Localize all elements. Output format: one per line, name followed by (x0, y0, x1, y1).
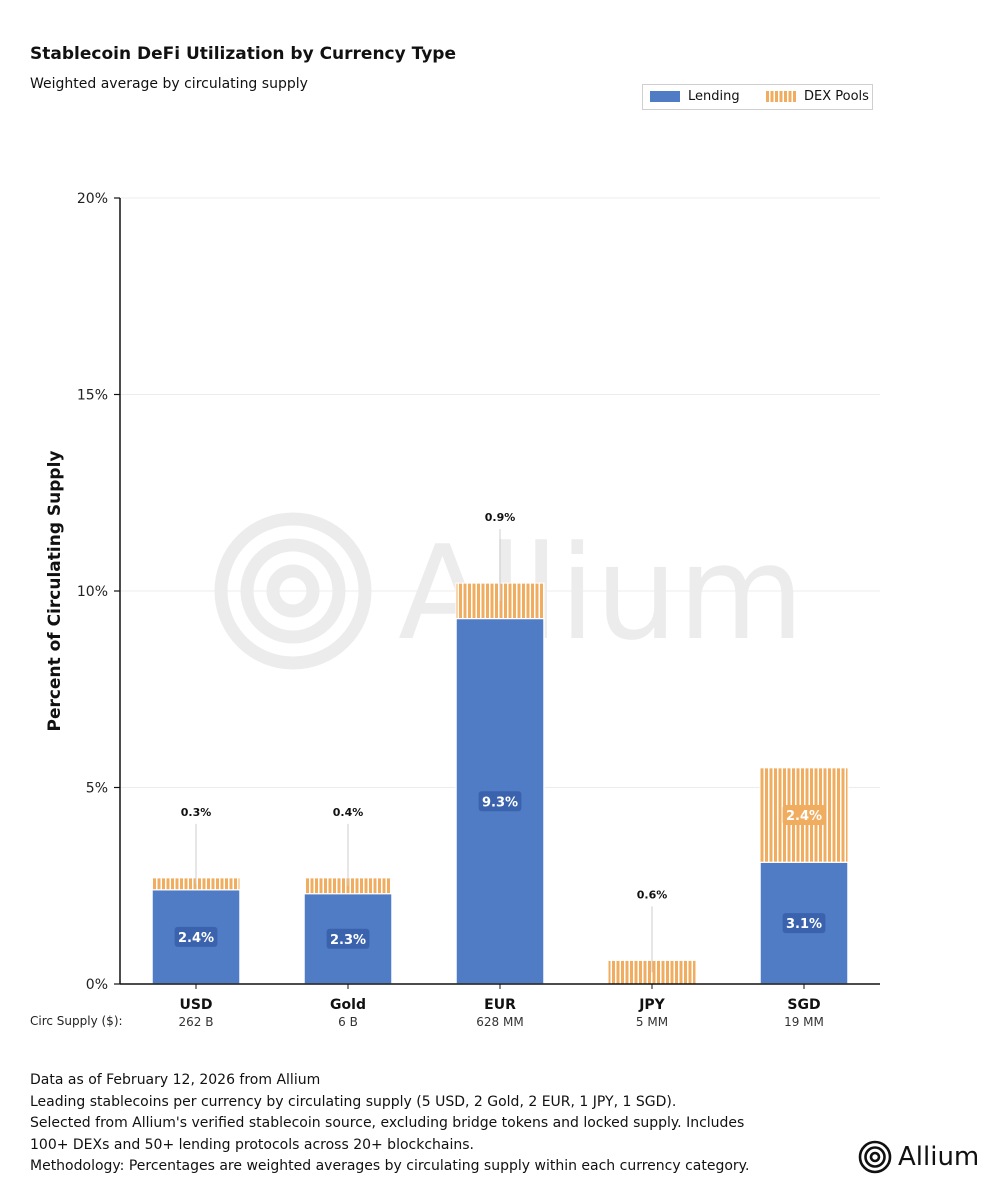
bar-label-dex-jpy: 0.6% (637, 888, 668, 901)
bar-label-lending-gold-bg (326, 928, 370, 949)
bar-label-dex-usd: 0.3% (181, 806, 212, 819)
legend-swatch-lending (650, 91, 680, 102)
y-tick-label: 10% (77, 584, 108, 600)
bar-label-lending-sgd: 3.1% (786, 917, 822, 932)
circ-supply-value: 19 MM (784, 1015, 824, 1029)
circ-supply-label: Circ Supply ($): (30, 1014, 123, 1028)
y-tick-label: 5% (86, 781, 108, 797)
chart-legend: Lending DEX Pools (642, 84, 873, 110)
bar-label-dex-gold: 0.4% (333, 806, 364, 819)
bar-label-dex-sgd: 2.4% (786, 809, 822, 824)
bar-label-dex-sgd-bg (782, 805, 826, 826)
legend-item-lending: Lending (650, 89, 740, 104)
brand-logo: Allium (858, 1140, 979, 1174)
legend-label-dex: DEX Pools (804, 89, 869, 104)
circ-supply-value: 628 MM (476, 1015, 523, 1029)
y-tick-label: 0% (86, 977, 108, 993)
brand-text: Allium (898, 1142, 980, 1172)
bars: 2.4% 0.3% 2.3% 0.4% 9.3% 0.9% 0.6% 3.1% 2.4% (151, 511, 849, 985)
x-tick-label: USD (179, 997, 212, 1013)
x-tick-label: Gold (330, 997, 366, 1013)
footer-line: 100+ DEXs and 50+ lending protocols acro… (30, 1136, 474, 1153)
allium-logo-icon (858, 1140, 892, 1174)
bar-label-lending-usd: 2.4% (178, 931, 214, 946)
footer-line: Methodology: Percentages are weighted av… (30, 1158, 750, 1174)
footer-notes: Data as of February 12, 2026 from Allium… (30, 1070, 749, 1178)
bar-label-lending-gold: 2.3% (330, 933, 366, 948)
chart-title: Stablecoin DeFi Utilization by Currency … (30, 44, 456, 64)
circ-supply-value: 262 B (179, 1015, 214, 1029)
x-tick-label: EUR (484, 997, 516, 1013)
footer-line: Leading stablecoins per currency by circ… (30, 1093, 677, 1110)
circ-supply-value: 6 B (338, 1015, 358, 1029)
y-axis-label: Percent of Circulating Supply (45, 450, 65, 731)
footer-line: Selected from Allium's verified stableco… (30, 1115, 745, 1131)
bar-label-lending-sgd-bg (782, 913, 826, 934)
circ-supply-value: 5 MM (636, 1015, 668, 1029)
bar-label-lending-usd-bg (174, 926, 218, 947)
bar-label-lending-eur: 9.3% (482, 795, 518, 810)
x-tick-label: JPY (638, 997, 665, 1013)
legend-item-dex: DEX Pools (766, 89, 869, 104)
legend-label-lending: Lending (688, 89, 740, 104)
chart-subtitle: Weighted average by circulating supply (30, 76, 308, 92)
footer-line: Data as of February 12, 2026 from Allium (30, 1072, 321, 1088)
bar-label-dex-eur: 0.9% (485, 511, 516, 524)
y-tick-label: 15% (77, 388, 108, 404)
bar-label-lending-eur-bg (478, 791, 522, 812)
axes: 0% 5% 10% 15% 20% USD 262 B Gold 6 B EUR 628 MM JPY… (77, 191, 880, 1029)
stacked-bar-chart: Allium 2.4%0.3%2.3%0.4%9.3%0.9%0.6%3.1%2… (45, 191, 880, 1029)
legend-swatch-dex (766, 91, 796, 102)
x-tick-label: SGD (787, 997, 820, 1013)
y-tick-label: 20% (77, 191, 108, 207)
